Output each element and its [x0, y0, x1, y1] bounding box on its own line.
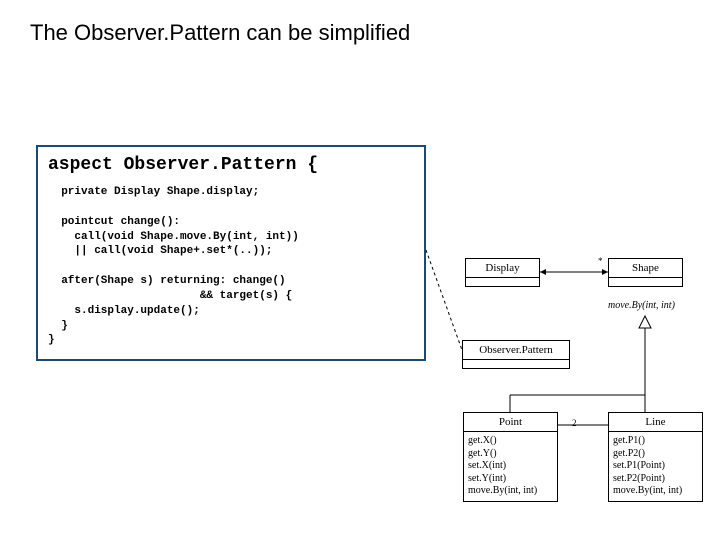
uml-display-name: Display	[466, 259, 539, 278]
uml-shape-name: Shape	[609, 259, 682, 278]
keyword-aspect: aspect	[48, 155, 113, 175]
uml-point-name: Point	[464, 413, 557, 432]
uml-observer: Observer.Pattern	[462, 340, 570, 369]
uml-line-ops: get.P1() get.P2() set.P1(Point) set.P2(P…	[609, 432, 702, 501]
uml-display-ops	[466, 278, 539, 286]
page-title: The Observer.Pattern can be simplified	[30, 20, 410, 46]
uml-point: Point get.X() get.Y() set.X(int) set.Y(i…	[463, 412, 558, 502]
aspect-signature: Observer.Pattern {	[113, 155, 318, 175]
aspect-body: private Display Shape.display; pointcut …	[48, 185, 414, 348]
uml-point-ops: get.X() get.Y() set.X(int) set.Y(int) mo…	[464, 432, 557, 501]
uml-observer-name: Observer.Pattern	[463, 341, 569, 360]
uml-observer-ops	[463, 360, 569, 368]
aspect-code-box: aspect Observer.Pattern { private Displa…	[36, 145, 426, 361]
mult-star: *	[598, 256, 603, 266]
uml-display: Display	[465, 258, 540, 287]
mult-two: 2	[572, 418, 577, 428]
uml-line: Line get.P1() get.P2() set.P1(Point) set…	[608, 412, 703, 502]
uml-shape-empty	[609, 278, 682, 286]
uml-shape: Shape	[608, 258, 683, 287]
uml-shape-op: move.By(int, int)	[608, 300, 693, 311]
uml-line-name: Line	[609, 413, 702, 432]
